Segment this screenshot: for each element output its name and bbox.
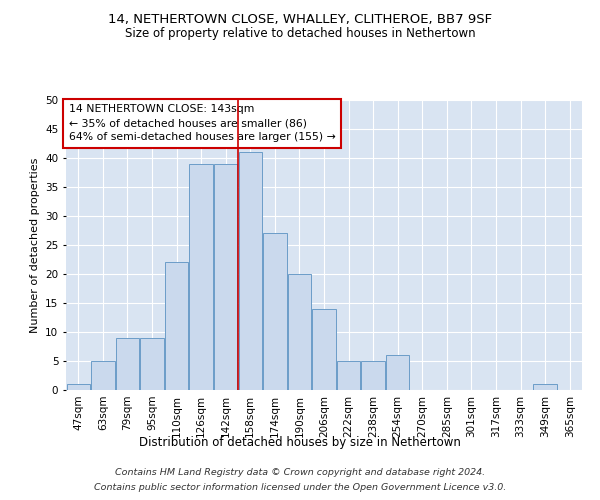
Bar: [239, 152, 262, 390]
Text: Contains HM Land Registry data © Crown copyright and database right 2024.: Contains HM Land Registry data © Crown c…: [115, 468, 485, 477]
Text: Distribution of detached houses by size in Nethertown: Distribution of detached houses by size …: [139, 436, 461, 449]
Bar: [67, 384, 90, 390]
Text: 14 NETHERTOWN CLOSE: 143sqm
← 35% of detached houses are smaller (86)
64% of sem: 14 NETHERTOWN CLOSE: 143sqm ← 35% of det…: [68, 104, 335, 142]
Bar: [263, 234, 287, 390]
Bar: [288, 274, 311, 390]
Bar: [190, 164, 213, 390]
Bar: [116, 338, 139, 390]
Bar: [140, 338, 164, 390]
Text: Contains public sector information licensed under the Open Government Licence v3: Contains public sector information licen…: [94, 483, 506, 492]
Bar: [91, 361, 115, 390]
Text: Size of property relative to detached houses in Nethertown: Size of property relative to detached ho…: [125, 28, 475, 40]
Bar: [214, 164, 238, 390]
Bar: [313, 309, 335, 390]
Bar: [386, 355, 409, 390]
Bar: [165, 262, 188, 390]
Text: 14, NETHERTOWN CLOSE, WHALLEY, CLITHEROE, BB7 9SF: 14, NETHERTOWN CLOSE, WHALLEY, CLITHEROE…: [108, 12, 492, 26]
Bar: [337, 361, 360, 390]
Bar: [361, 361, 385, 390]
Y-axis label: Number of detached properties: Number of detached properties: [29, 158, 40, 332]
Bar: [533, 384, 557, 390]
